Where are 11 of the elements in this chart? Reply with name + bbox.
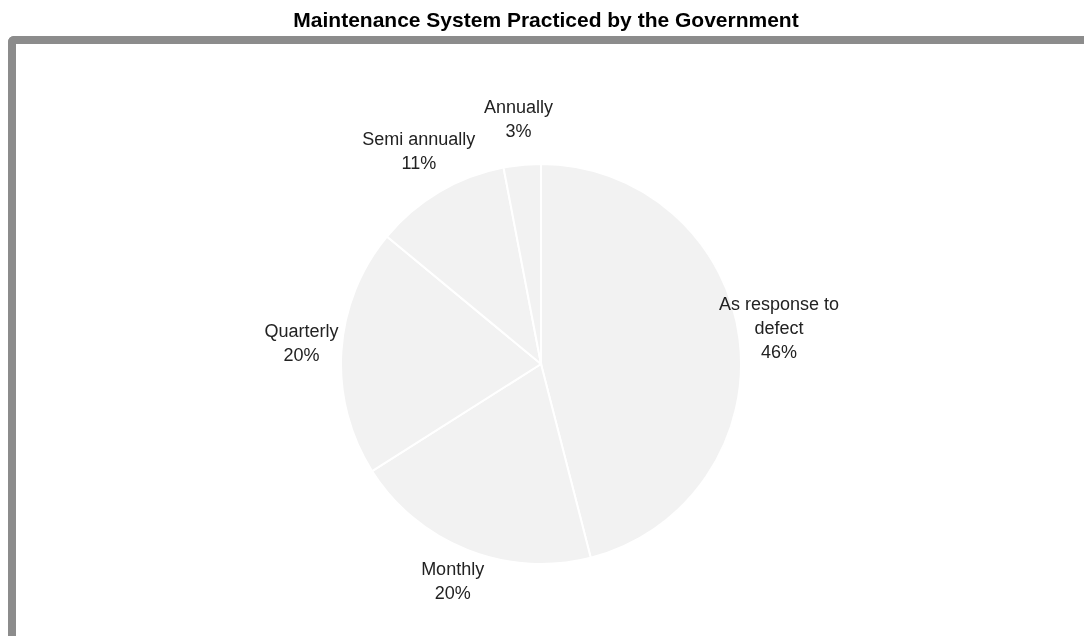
data-label: 20%	[283, 344, 320, 365]
data-label: 3%	[505, 121, 532, 142]
data-label: 20%	[434, 583, 471, 604]
slice-label: Semi annually	[362, 129, 476, 150]
data-label: 11%	[401, 153, 437, 174]
slice-label: Monthly	[421, 559, 485, 580]
slice-label: As response to defect	[719, 293, 840, 338]
slice-label: Annually	[483, 97, 553, 118]
slice-label: Quarterly	[264, 320, 339, 341]
chart-title: Maintenance System Practiced by the Government	[292, 8, 800, 33]
data-label: 46%	[761, 341, 798, 362]
